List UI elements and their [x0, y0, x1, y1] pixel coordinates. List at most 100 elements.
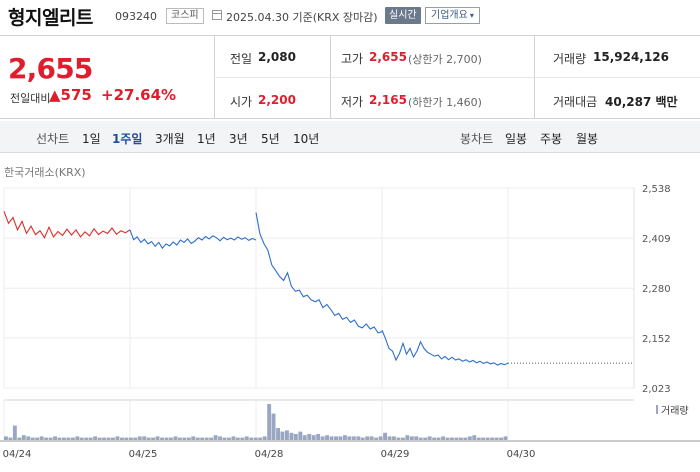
volume-bar — [343, 435, 347, 440]
company-overview-label: 기업개요 — [431, 10, 468, 21]
tab-5y[interactable]: 5년 — [261, 132, 280, 146]
chevron-down-icon: ▾ — [469, 11, 474, 20]
tab-1d[interactable]: 1일 — [82, 132, 101, 146]
open-value: 2,200 — [258, 93, 296, 107]
tab-monthly[interactable]: 월봉 — [576, 132, 599, 146]
volume-bar — [182, 437, 187, 440]
volume-bar — [356, 436, 361, 440]
volume-bar — [75, 436, 80, 440]
volume-bar — [467, 436, 472, 440]
x-tick-label: 04/25 — [129, 449, 158, 460]
volume-bar — [369, 436, 374, 440]
volume-bar — [151, 437, 156, 440]
upper-limit: (상한가 2,700) — [408, 53, 482, 66]
volume-bar — [458, 437, 463, 440]
volume-bar — [186, 437, 191, 440]
volume-bar — [293, 434, 298, 440]
x-tick-label: 04/28 — [255, 449, 284, 460]
volume-bar — [276, 428, 280, 440]
volume-bar — [409, 436, 414, 440]
volume-bar — [463, 437, 468, 440]
volume-bar — [53, 436, 57, 440]
lower-limit: (하한가 1,460) — [408, 96, 482, 109]
volume-bar — [249, 437, 254, 440]
current-price: 2,655 — [8, 52, 93, 85]
stock-name: 형지엘리트 — [8, 7, 93, 29]
amount-value: 40,287 백만 — [605, 95, 678, 109]
y-tick-label: 2,280 — [642, 284, 671, 295]
tab-weekly[interactable]: 주봉 — [540, 132, 563, 146]
volume-bar — [401, 437, 405, 440]
volume-bar — [481, 437, 486, 440]
company-overview-button[interactable]: 기업개요 ▾ — [425, 7, 480, 24]
stock-code: 093240 — [115, 10, 157, 23]
volume-legend-label: 거래량 — [661, 405, 689, 417]
price-chart: 2,538 2,409 2,280 2,152 2,023 거래량 04/24 04/25 04… — [0, 184, 700, 460]
volume-bar — [285, 430, 289, 440]
tab-3m[interactable]: 3개월 — [155, 132, 185, 146]
volume-bar — [200, 437, 205, 440]
volume-bar — [21, 435, 26, 440]
volume-bar — [316, 434, 321, 440]
tab-3y[interactable]: 3년 — [229, 132, 248, 146]
volume-bar — [476, 437, 481, 440]
volume-bar — [320, 436, 325, 440]
volume-bar — [195, 437, 200, 440]
chart-source: 한국거래소(KRX) — [4, 166, 86, 179]
volume-bar — [383, 432, 387, 440]
volume-bar — [414, 436, 419, 440]
x-tick-label: 04/29 — [381, 449, 410, 460]
volume-bar — [405, 435, 410, 440]
volume-bar — [490, 437, 495, 440]
volume-bar — [84, 437, 89, 440]
line-chart-label: 선차트 — [36, 132, 70, 146]
price-series-line — [255, 212, 383, 334]
volume-bar — [240, 437, 245, 440]
volume-bar — [218, 436, 222, 440]
volume-bar — [204, 437, 209, 440]
y-tick-label: 2,538 — [642, 184, 671, 195]
volume-bar — [160, 437, 164, 440]
tab-daily[interactable]: 일봉 — [505, 132, 528, 146]
realtime-button[interactable]: 실시간 — [385, 7, 421, 24]
volume-bar — [173, 436, 178, 440]
y-tick-label: 2,409 — [642, 234, 671, 245]
tab-1w[interactable]: 1주일 — [112, 132, 143, 146]
price-summary: 2,655 전일대비 ▲575 +27.64% 전일 2,080 시가 2,20… — [0, 35, 700, 119]
volume-bar — [267, 404, 272, 440]
calendar-icon — [212, 10, 222, 20]
volume-bar — [30, 437, 35, 440]
period-tab-bar: 선차트 1일 1주일 3개월 1년 3년 5년 10년 봉차트 일봉 주봉 월봉 — [0, 121, 700, 153]
volume-bar — [450, 437, 454, 440]
volume-bar — [70, 437, 75, 440]
volume-bar — [155, 436, 160, 440]
volume-bar — [235, 437, 240, 440]
tab-1y[interactable]: 1년 — [197, 132, 216, 146]
volume-bar — [164, 437, 169, 440]
volume-bar — [227, 437, 231, 440]
change-percent: +27.64% — [101, 86, 177, 104]
change-amount: ▲575 — [49, 86, 92, 104]
tab-10y[interactable]: 10년 — [293, 132, 320, 146]
volume-bar — [231, 436, 236, 440]
volume-bar — [115, 436, 120, 440]
volume-bar — [472, 435, 477, 440]
x-tick-label: 04/30 — [507, 449, 536, 460]
volume-bar — [289, 432, 294, 440]
volume-bar — [128, 437, 133, 440]
market-badge: 코스피 — [166, 8, 204, 24]
volume-bar — [360, 437, 365, 440]
volume-bar — [133, 437, 138, 440]
change-label: 전일대비 — [10, 92, 51, 105]
volume-bar — [26, 436, 31, 440]
price-series-line — [381, 329, 509, 366]
volume-bar — [169, 437, 173, 440]
volume-bar — [374, 437, 379, 440]
volume-bar — [499, 437, 503, 440]
volume-bar — [418, 437, 423, 440]
volume-bar — [307, 434, 312, 440]
volume-bar — [44, 437, 48, 440]
volume-bar — [347, 436, 352, 440]
volume-bar — [262, 436, 267, 440]
high-value: 2,655 — [369, 50, 407, 64]
